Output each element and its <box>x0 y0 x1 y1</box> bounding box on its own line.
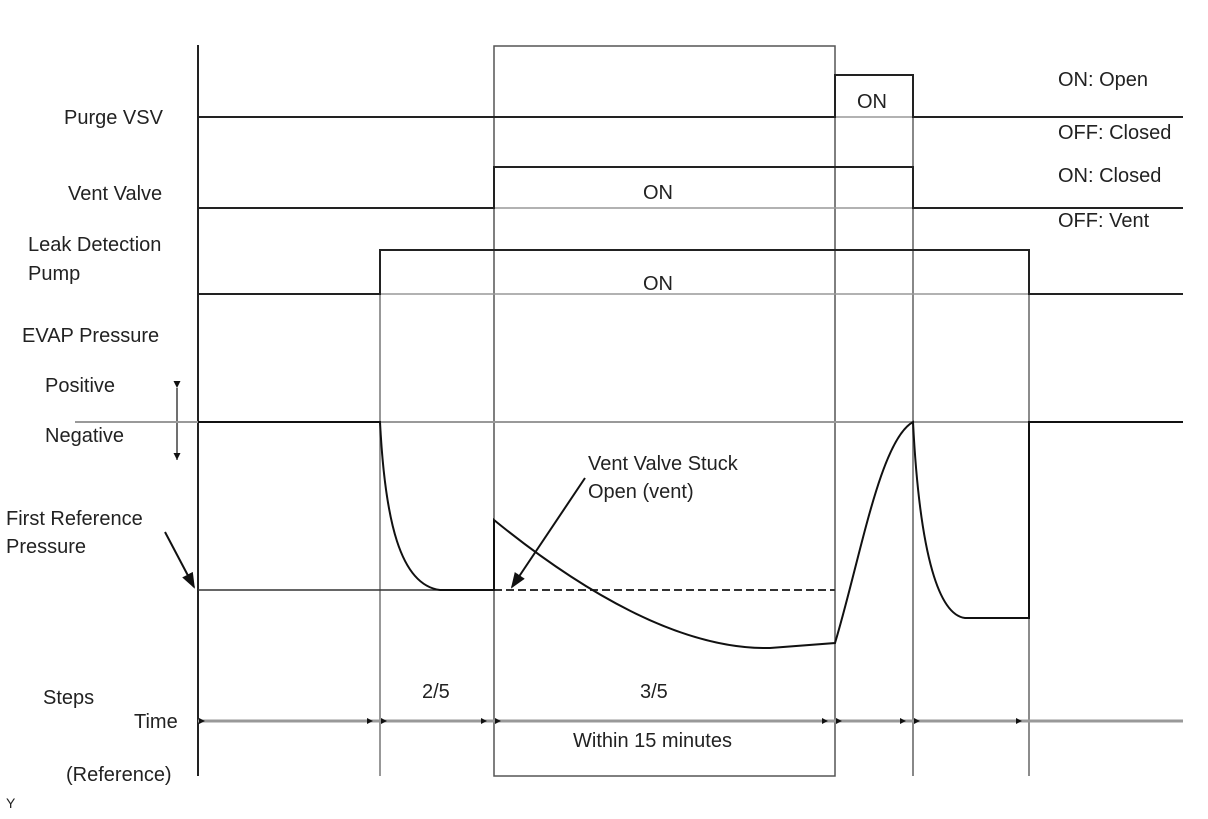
vent-valve-signal <box>198 166 1183 209</box>
evap-negative-label: Negative <box>45 425 124 447</box>
corner-mark: Y <box>6 795 16 811</box>
vent-valve-label: Vent Valve <box>68 183 162 205</box>
step-3-label: 3/5 <box>640 681 668 703</box>
purge-vsv-on-label: ON <box>857 91 887 113</box>
purge-vsv-legend-off: OFF: Closed <box>1058 122 1171 144</box>
purge-vsv-label: Purge VSV <box>64 107 164 129</box>
step-3-box <box>493 45 836 777</box>
leak-pump-on-label: ON <box>643 273 673 295</box>
stuck-open-annotation-line1: Vent Valve Stuck <box>588 453 739 475</box>
vent-valve-on-label: ON <box>643 182 673 204</box>
reference-label: (Reference) <box>66 764 172 786</box>
purge-vsv-legend-on: ON: Open <box>1058 69 1148 91</box>
stuck-open-annotation-line2: Open (vent) <box>588 481 694 503</box>
steps-label: Steps <box>43 687 94 709</box>
first-reference-arrow <box>164 531 195 589</box>
time-label: Time <box>134 711 178 733</box>
first-reference-label-line1: First Reference <box>6 508 143 530</box>
leak-pump-label-line1: Leak Detection <box>28 234 161 256</box>
evap-label: EVAP Pressure <box>22 325 159 347</box>
leak-pump-signal <box>198 249 1183 295</box>
stuck-open-arrow <box>510 477 586 589</box>
step-2-label: 2/5 <box>422 681 450 703</box>
evap-pressure-curve <box>198 420 1183 650</box>
vent-valve-legend-on: ON: Closed <box>1058 165 1161 187</box>
purge-vsv-signal <box>198 74 1183 118</box>
duration-label: Within 15 minutes <box>573 730 732 752</box>
vent-valve-legend-off: OFF: Vent <box>1058 210 1150 232</box>
leak-pump-label-line2: Pump <box>28 263 80 285</box>
evap-positive-label: Positive <box>45 375 115 397</box>
first-reference-label-line2: Pressure <box>6 536 86 558</box>
